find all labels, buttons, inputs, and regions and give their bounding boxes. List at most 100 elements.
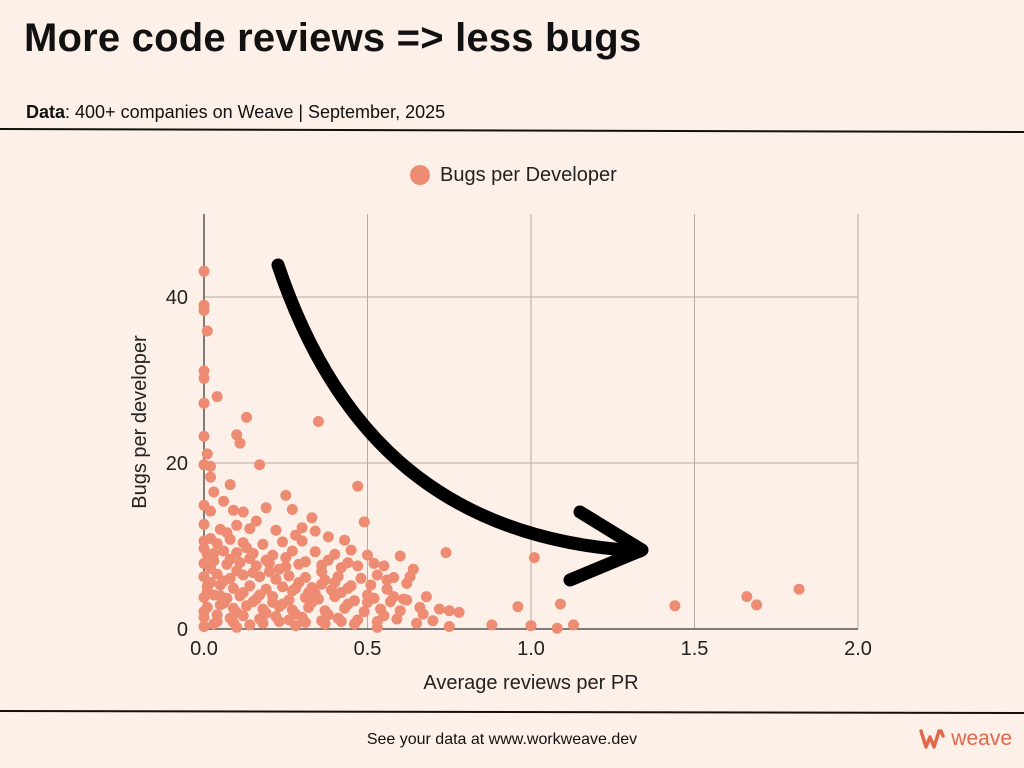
data-point (286, 585, 298, 597)
data-point (218, 575, 230, 587)
data-point (198, 304, 210, 316)
x-axis-label: Average reviews per PR (423, 672, 638, 694)
data-point (365, 579, 377, 591)
data-point (342, 557, 354, 569)
data-point (205, 471, 216, 483)
data-point (280, 552, 292, 564)
data-point (244, 580, 256, 592)
data-point (267, 596, 279, 608)
y-tick-label: 40 (166, 287, 188, 309)
data-point (352, 480, 364, 492)
y-tick-label: 20 (166, 453, 188, 475)
data-points (198, 265, 805, 634)
data-point (453, 606, 465, 618)
data-point (237, 506, 249, 518)
data-point (244, 619, 256, 631)
data-point (270, 573, 282, 585)
weave-logo-icon (919, 729, 945, 749)
data-point (198, 518, 210, 530)
data-point (433, 603, 445, 615)
data-point (352, 560, 364, 572)
chart-labels: Bugs per Developer Average reviews per P… (129, 164, 639, 694)
data-point (263, 566, 275, 578)
data-point (443, 621, 455, 632)
data-point (273, 616, 285, 627)
data-point (286, 504, 298, 515)
data-point (218, 545, 230, 557)
grid-lines (204, 214, 859, 629)
data-point (411, 617, 423, 629)
data-point (247, 567, 259, 579)
data-point (260, 502, 272, 514)
data-point (322, 531, 334, 543)
data-point (198, 606, 210, 618)
data-point (348, 618, 360, 630)
data-point (443, 605, 455, 617)
data-point (277, 581, 288, 593)
footer-text: See your data at www.workweave.dev (366, 731, 638, 748)
data-point (205, 460, 216, 472)
data-point (568, 619, 579, 631)
data-point (237, 587, 249, 598)
legend-marker (410, 165, 430, 185)
data-point (254, 459, 266, 471)
x-tick-label: 1.0 (517, 638, 545, 660)
header-divider (0, 128, 1024, 133)
data-point (551, 622, 563, 634)
data-point (227, 582, 239, 594)
data-point (329, 577, 341, 588)
data-point (322, 609, 334, 621)
data-point (306, 596, 318, 608)
data-point (355, 572, 367, 584)
data-point (201, 586, 213, 598)
data-point (231, 565, 243, 577)
data-point (234, 437, 246, 449)
data-point (250, 515, 262, 527)
x-tick-label: 2.0 (844, 638, 872, 660)
data-point (205, 505, 216, 517)
data-point (198, 621, 210, 632)
data-point (342, 598, 354, 610)
data-point (378, 560, 390, 572)
data-point (339, 534, 351, 546)
data-point (241, 411, 252, 423)
x-tick-label: 0.5 (354, 638, 382, 660)
data-point (231, 519, 243, 531)
scatter-chart: 0.0 0.5 1.0 1.5 2.0 0 20 40 Bugs per Developer … (129, 164, 872, 694)
data-point (280, 489, 292, 501)
data-point (362, 589, 373, 601)
data-point (290, 529, 302, 541)
data-point (224, 553, 236, 565)
data-point (391, 613, 403, 625)
data-point (335, 587, 347, 598)
data-point (309, 525, 321, 537)
x-tick-label: 0.0 (190, 638, 218, 660)
data-point (218, 495, 230, 507)
data-point (358, 606, 370, 618)
brand-name: weave (951, 727, 1012, 750)
data-point (198, 430, 210, 442)
data-point (309, 546, 321, 558)
data-point (198, 543, 210, 554)
weave-brand: weave (919, 727, 1012, 751)
data-point (234, 557, 246, 569)
data-point (201, 325, 213, 337)
data-point (244, 523, 256, 535)
data-point (417, 608, 429, 620)
y-axis-label: Bugs per developer (129, 335, 151, 509)
data-point (299, 556, 311, 568)
data-point (211, 391, 223, 403)
data-point (227, 504, 239, 516)
y-tick-label: 0 (177, 619, 188, 641)
data-point (201, 448, 213, 460)
data-point (381, 583, 393, 595)
data-point (198, 372, 210, 384)
data-point (227, 616, 239, 628)
data-point (290, 620, 302, 632)
data-point (198, 397, 210, 409)
data-point (358, 516, 370, 528)
data-point (512, 601, 524, 613)
data-point (751, 599, 763, 611)
data-point (277, 536, 288, 548)
data-point (388, 591, 400, 603)
